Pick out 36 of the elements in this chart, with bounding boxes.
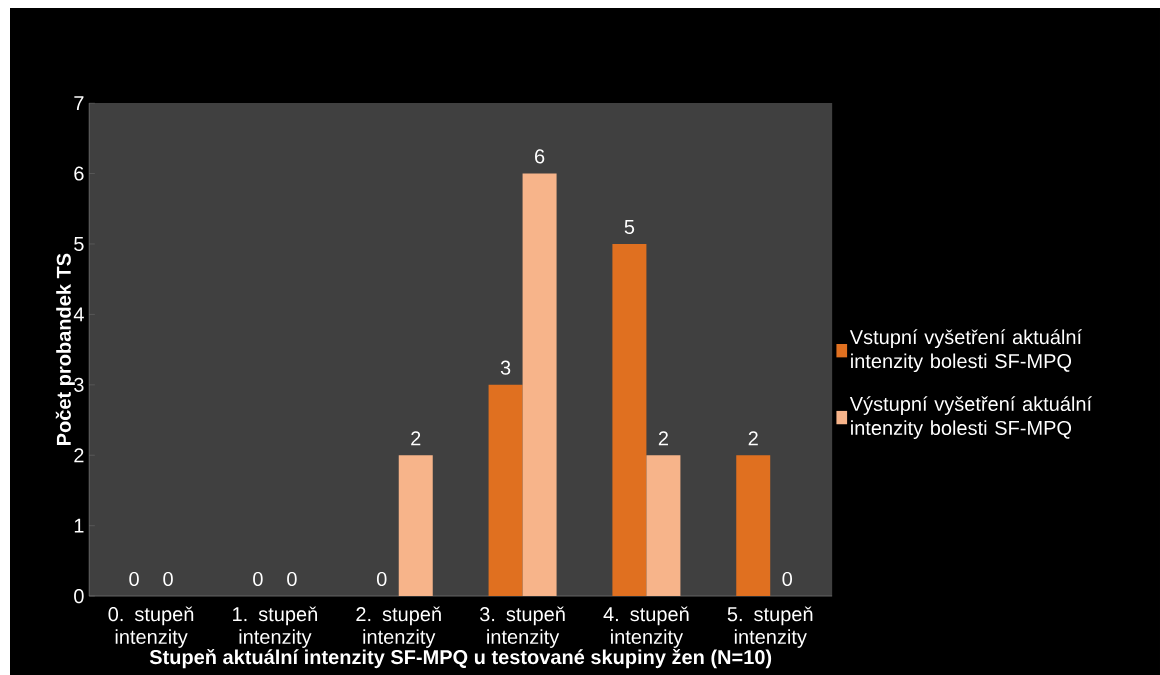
legend-label: Vstupní vyšetření aktuální intenzity bolesti SF-MPQ: [849, 329, 1082, 373]
data-label: 0: [376, 571, 387, 587]
legend-label: Výstupní vyšetření aktuální intenzity bolesti SF-MPQ: [849, 396, 1092, 439]
bar: [736, 455, 771, 597]
y-tick-label: 2: [74, 448, 84, 463]
bar: [612, 243, 647, 597]
bar: [488, 384, 523, 597]
bar: [522, 173, 557, 597]
x-tick-label: 4. stupeň intenzity: [603, 606, 689, 648]
x-tick-label: 2. stupeň intenzity: [356, 606, 441, 648]
y-tick-label: 5: [74, 237, 84, 251]
x-tick-label: 1. stupeň intenzity: [233, 606, 317, 648]
data-label: 2: [748, 431, 758, 446]
x-tick-label: 5. stupeň intenzity: [727, 606, 813, 648]
data-label: 0: [782, 571, 793, 587]
data-label: 2: [411, 431, 421, 446]
data-label: 2: [658, 431, 668, 446]
x-axis-title: Stupeň aktuální intenzity SF-MPQ u testované skupiny žen (N=10): [149, 649, 772, 669]
data-label: 0: [129, 571, 139, 587]
bar: [646, 455, 681, 597]
y-axis-title: Počet probandek TS: [55, 253, 75, 445]
data-label: 0: [287, 571, 297, 587]
x-tick-label: 3. stupeň intenzity: [479, 606, 565, 648]
y-tick-label: 6: [74, 166, 84, 181]
y-tick-label: 4: [73, 307, 84, 322]
y-tick-label: 3: [74, 377, 84, 392]
data-label: 0: [253, 571, 263, 587]
y-tick-label: 0: [74, 589, 84, 604]
x-tick-label: 0. stupeň intenzity: [108, 606, 194, 648]
y-tick-label: 1: [74, 518, 84, 533]
data-label: 6: [535, 149, 545, 164]
data-label: 5: [624, 219, 635, 234]
data-label: 0: [163, 571, 173, 587]
y-tick-label: 7: [74, 96, 84, 110]
bar: [398, 455, 433, 597]
data-label: 3: [500, 360, 511, 375]
